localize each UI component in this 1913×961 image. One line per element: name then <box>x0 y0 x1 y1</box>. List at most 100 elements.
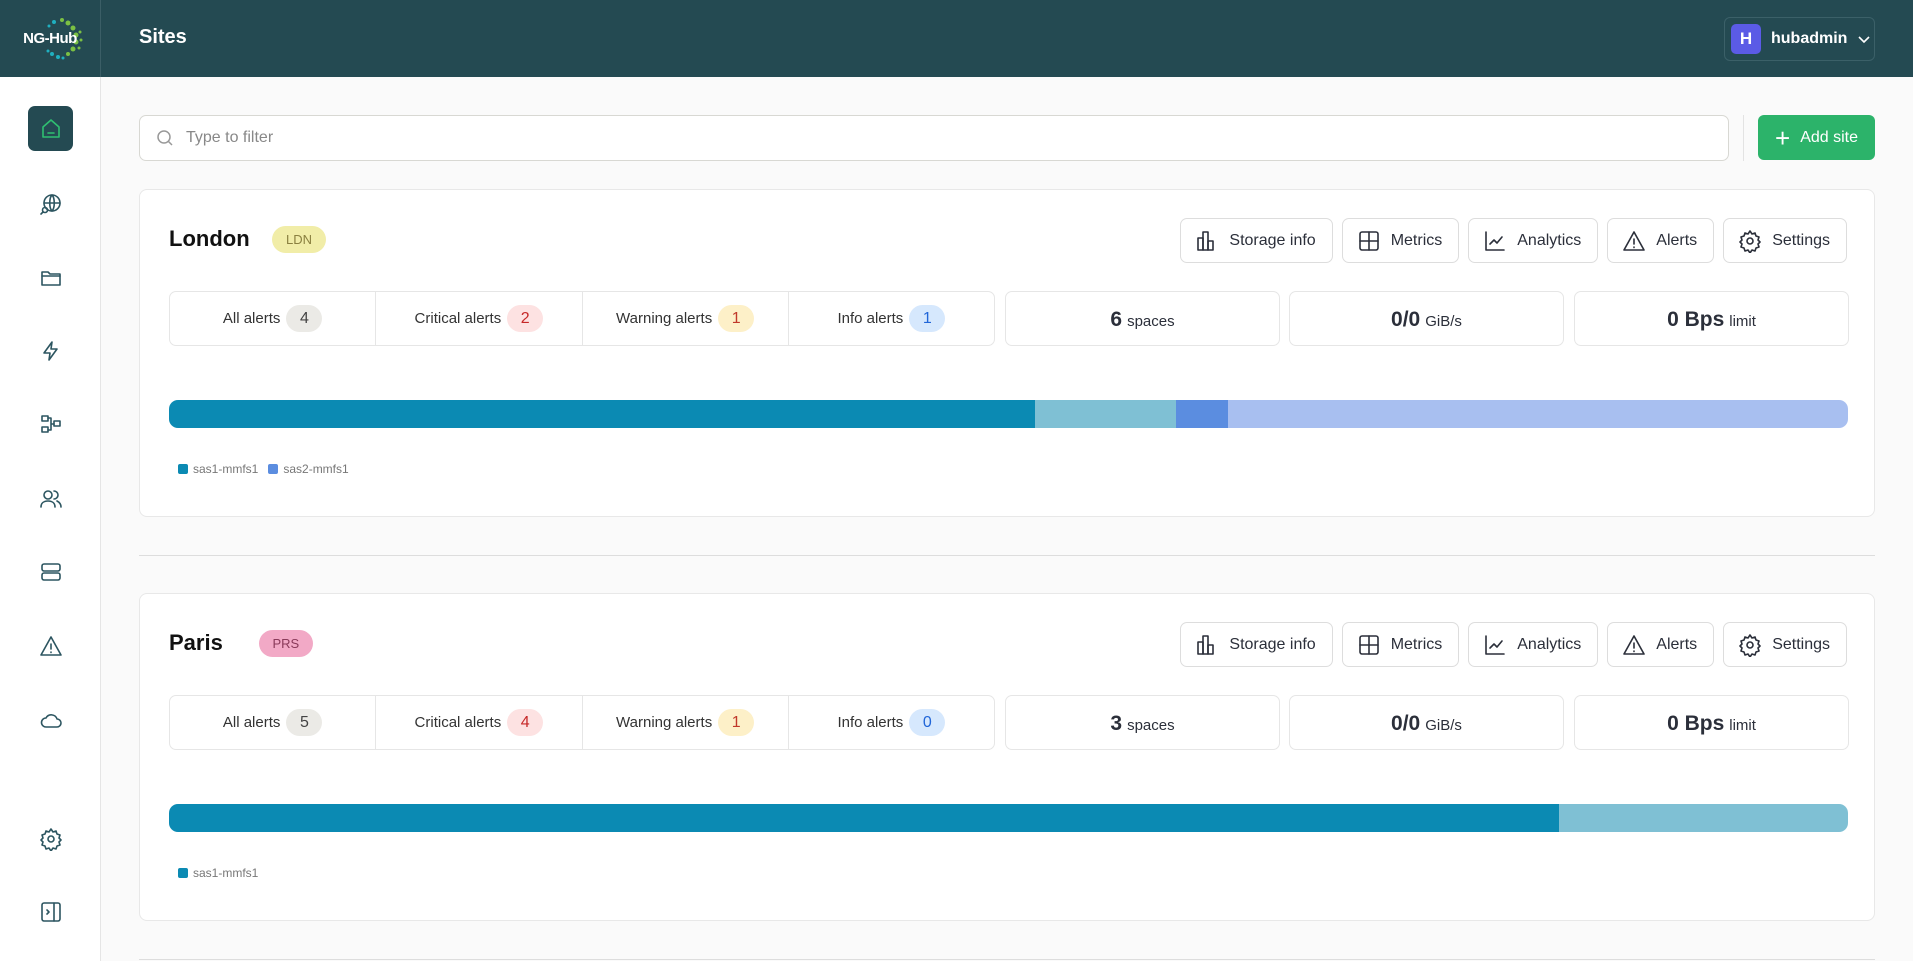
spaces-stat[interactable]: 3 spaces <box>1005 695 1280 750</box>
all-alerts-filter[interactable]: All alerts 4 <box>170 292 377 345</box>
folder-icon <box>40 270 61 286</box>
all-alerts-label: All alerts <box>222 714 281 731</box>
warning-alerts-filter[interactable]: Warning alerts 1 <box>583 696 789 749</box>
analytics-label: Analytics <box>1517 635 1582 653</box>
metrics-button[interactable]: Metrics <box>1341 218 1460 263</box>
gear-icon <box>39 827 62 851</box>
limit-value: 0 Bps <box>1667 308 1725 331</box>
bandwidth-limit-stat: 0 Bps limit <box>1574 291 1849 346</box>
warning-alerts-count: 1 <box>718 709 755 736</box>
all-alerts-count: 4 <box>286 305 323 332</box>
spaces-count: 3 <box>1110 712 1123 735</box>
gear-icon <box>1739 633 1761 657</box>
sidebar-item-sites[interactable] <box>28 181 73 226</box>
storage-info-button[interactable]: Storage info <box>1180 218 1333 263</box>
sidebar-item-settings[interactable] <box>28 816 73 861</box>
site-divider <box>139 959 1875 960</box>
legend-swatch <box>178 464 188 474</box>
sidebar-item-cloud[interactable] <box>28 697 73 742</box>
legend-label: sas1-mmfs1 <box>193 866 259 880</box>
spaces-stat[interactable]: 6 spaces <box>1005 291 1280 346</box>
sidebar-item-jobs[interactable] <box>28 328 73 373</box>
critical-alerts-filter[interactable]: Critical alerts 2 <box>376 292 583 345</box>
plus-icon: + <box>1775 122 1791 153</box>
network-icon <box>40 414 61 433</box>
site-name[interactable]: Paris <box>169 630 223 655</box>
legend-label: sas1-mmfs1 <box>193 462 259 476</box>
bar-chart-icon <box>1197 230 1215 251</box>
settings-button[interactable]: Settings <box>1723 622 1847 667</box>
site-name[interactable]: London <box>169 226 250 251</box>
throughput-unit: GiB/s <box>1425 717 1462 734</box>
warning-alerts-filter[interactable]: Warning alerts 1 <box>583 292 789 345</box>
filter-search[interactable] <box>139 115 1729 161</box>
usage-segment <box>1035 400 1177 428</box>
analytics-button[interactable]: Analytics <box>1468 622 1599 667</box>
server-icon <box>40 562 61 581</box>
storage-info-button[interactable]: Storage info <box>1180 622 1333 667</box>
analytics-button[interactable]: Analytics <box>1468 218 1599 263</box>
usage-segment <box>169 400 1036 428</box>
alerts-label: Alerts <box>1656 635 1698 653</box>
info-alerts-filter[interactable]: Info alerts 0 <box>789 696 994 749</box>
top-header: NG-Hub Sites H hubadmin <box>0 0 1913 77</box>
alert-summary: All alerts 5 Critical alerts 4 Warning ale… <box>169 695 995 750</box>
logo[interactable]: NG-Hub <box>0 0 101 77</box>
info-alerts-count: 1 <box>909 305 946 332</box>
gear-icon <box>1739 229 1761 253</box>
collapse-sidebar-icon <box>40 901 61 922</box>
settings-button[interactable]: Settings <box>1723 218 1847 263</box>
throughput-stat: 0/0 GiB/s <box>1289 695 1564 750</box>
limit-label: limit <box>1729 717 1756 734</box>
info-alerts-label: Info alerts <box>837 310 904 327</box>
username: hubadmin <box>1771 30 1848 47</box>
search-input[interactable] <box>186 129 1728 147</box>
alert-summary: All alerts 4 Critical alerts 2 Warning ale… <box>169 291 995 346</box>
site-actions: Storage info Metrics Analytics Alerts Se… <box>1180 218 1847 263</box>
site-card: London LDN Storage info Metrics Analytic… <box>139 189 1875 517</box>
sidebar-item-alerts[interactable] <box>28 623 73 668</box>
users-icon <box>39 489 62 508</box>
user-menu[interactable]: H hubadmin <box>1724 17 1875 61</box>
sidebar-item-home[interactable] <box>28 106 73 151</box>
info-alerts-filter[interactable]: Info alerts 1 <box>789 292 994 345</box>
sidebar-item-files[interactable] <box>28 255 73 300</box>
all-alerts-count: 5 <box>286 709 323 736</box>
all-alerts-label: All alerts <box>222 310 281 327</box>
critical-alerts-count: 4 <box>507 709 544 736</box>
site-code-badge: LDN <box>272 226 327 253</box>
alerts-button[interactable]: Alerts <box>1607 218 1715 263</box>
sidebar-item-network[interactable] <box>28 401 73 446</box>
all-alerts-filter[interactable]: All alerts 5 <box>170 696 377 749</box>
legend-swatch <box>178 868 188 878</box>
add-site-label: Add site <box>1800 128 1858 146</box>
storage-usage-bar <box>169 804 1848 832</box>
warning-alerts-count: 1 <box>718 305 755 332</box>
page-title: Sites <box>139 26 187 48</box>
warning-alerts-label: Warning alerts <box>616 310 713 327</box>
alerts-button[interactable]: Alerts <box>1607 622 1715 667</box>
logo-text: NG-Hub <box>23 30 77 47</box>
analytics-label: Analytics <box>1517 231 1582 249</box>
critical-alerts-filter[interactable]: Critical alerts 4 <box>376 696 583 749</box>
sidebar-item-servers[interactable] <box>28 549 73 594</box>
usage-segment <box>1228 400 1848 428</box>
storage-legend: sas1-mmfs1 <box>178 866 258 880</box>
site-code-badge: PRS <box>258 630 314 657</box>
metrics-button[interactable]: Metrics <box>1341 622 1460 667</box>
site-card: Paris PRS Storage info Metrics Analytics… <box>139 593 1875 921</box>
usage-segment <box>1176 400 1229 428</box>
usage-segment <box>1559 804 1848 832</box>
line-chart-icon <box>1485 634 1506 655</box>
sidebar-item-users[interactable] <box>28 476 73 521</box>
throughput-value: 0/0 <box>1391 308 1421 331</box>
sidebar <box>0 77 101 961</box>
settings-label: Settings <box>1772 231 1830 249</box>
add-site-button[interactable]: + Add site <box>1758 115 1875 160</box>
warning-icon <box>1623 634 1646 655</box>
sidebar-collapse[interactable] <box>28 889 73 934</box>
throughput-unit: GiB/s <box>1425 313 1462 330</box>
site-actions: Storage info Metrics Analytics Alerts Se… <box>1180 622 1847 667</box>
toolbar-divider <box>1743 115 1744 161</box>
lightning-icon <box>42 340 58 361</box>
